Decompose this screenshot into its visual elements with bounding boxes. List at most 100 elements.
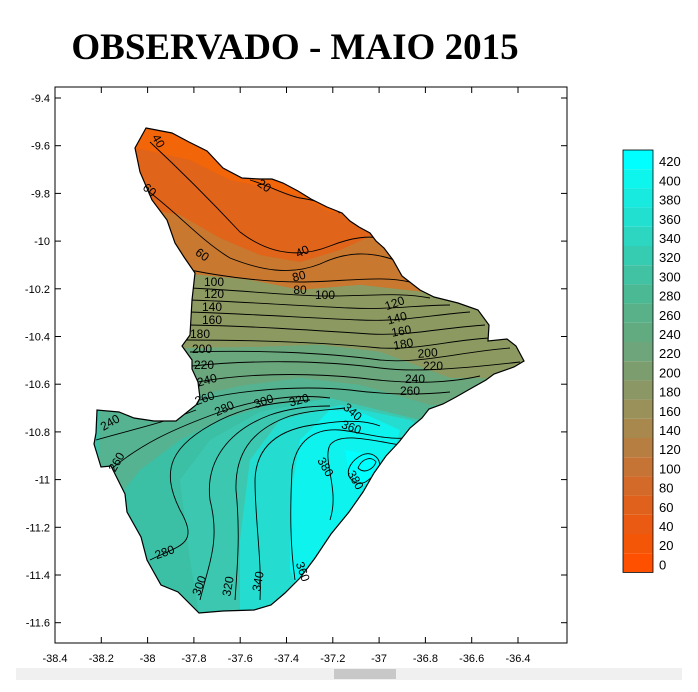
contour-label: 300: [252, 391, 276, 411]
contour-340: [254, 420, 381, 601]
contour-180: [184, 337, 491, 349]
legend-swatch: [623, 418, 653, 438]
y-tick-label: -11: [35, 475, 50, 487]
x-tick-label: -38.2: [89, 653, 114, 665]
y-tick-label: -10.4: [25, 332, 50, 344]
y-tick-label: -10.2: [25, 284, 50, 296]
contour-40: [149, 141, 391, 254]
legend-label: 400: [659, 173, 681, 188]
x-tick-label: -37.8: [181, 653, 206, 665]
contour-label: 100: [204, 275, 224, 289]
rainfall-map: -9.4 -9.6 -9.8 -10 -10.2 -10.4 -10.6 -10.8 -11 -1…: [25, 86, 681, 665]
y-axis-ticks: -9.4 -9.6 -9.8 -10 -10.2 -10.4 -10.6 -10.8 -11 -1…: [25, 93, 567, 630]
horizontal-scrollbar[interactable]: [16, 668, 682, 680]
contour-label: 120: [204, 287, 224, 301]
legend-swatch: [623, 322, 653, 342]
y-tick-label: -11.2: [26, 522, 50, 534]
legend-label: 240: [659, 327, 681, 342]
contour-label: 360: [293, 560, 313, 584]
legend-swatch: [623, 303, 653, 323]
legend-swatch: [623, 342, 653, 362]
legend-label: 20: [659, 538, 673, 553]
legend-swatch: [623, 534, 653, 554]
legend-swatch: [623, 553, 653, 573]
contour-label: 80: [291, 268, 308, 285]
x-tick-label: -36.6: [459, 653, 484, 665]
x-tick-label: -37.6: [228, 653, 253, 665]
contour-240: [197, 374, 481, 383]
legend-label: 260: [659, 308, 681, 323]
y-tick-label: -10.8: [25, 427, 50, 439]
legend-label: 40: [659, 519, 673, 534]
x-tick-label: -38: [140, 653, 156, 665]
legend-label: 320: [659, 250, 681, 265]
contour-label: 80: [293, 283, 307, 297]
y-tick-label: -9.6: [31, 141, 50, 153]
legend-label: 220: [659, 346, 681, 361]
contour-320: [234, 407, 346, 601]
legend-label: 0: [659, 557, 666, 572]
contour-label: 200: [192, 342, 212, 356]
contour-label: 180: [190, 327, 210, 341]
scrollbar-thumb[interactable]: [334, 669, 396, 679]
plot-frame: [54, 86, 568, 644]
contour-400: [357, 458, 377, 472]
legend-label: 340: [659, 231, 681, 246]
contour-lines: [95, 141, 521, 601]
contour-label: 240: [405, 372, 425, 386]
contour-100: [189, 287, 431, 299]
contour-160: [189, 324, 486, 335]
legend-swatch: [623, 169, 653, 189]
contour-label: 320: [219, 575, 236, 597]
legend-swatch: [623, 457, 653, 477]
y-tick-label: -10.6: [25, 379, 50, 391]
map-title: OBSERVADO - MAIO 2015: [71, 27, 519, 68]
legend-label: 420: [659, 154, 681, 169]
contour-280: [149, 399, 311, 561]
x-tick-label: -37: [371, 653, 387, 665]
legend-label: 120: [659, 442, 681, 457]
contour-label: 240: [195, 371, 218, 390]
legend-swatch: [623, 150, 653, 170]
x-tick-label: -36.4: [505, 653, 530, 665]
contour-60: [139, 184, 401, 271]
legend-label: 200: [659, 365, 681, 380]
contour-120: [189, 299, 451, 309]
contour-label: 280: [153, 542, 177, 562]
legend-border: [622, 149, 654, 573]
x-tick-label: -38.4: [42, 653, 67, 665]
contour-260: [199, 387, 451, 401]
y-tick-label: -10: [34, 236, 50, 248]
x-tick-label: -37.4: [274, 653, 299, 665]
legend-label: 160: [659, 404, 681, 419]
legend-label: 300: [659, 269, 681, 284]
legend-swatch: [623, 246, 653, 266]
contour-360: [290, 429, 406, 581]
y-tick-label: -9.8: [31, 188, 50, 200]
contour-label: 160: [390, 322, 412, 339]
legend-label: 280: [659, 289, 681, 304]
contour-80: [189, 269, 411, 283]
legend-label: 80: [659, 481, 673, 496]
contour-140: [189, 311, 471, 321]
contour-label: 140: [385, 309, 408, 328]
legend-swatch: [623, 514, 653, 534]
contour-label: 40: [149, 132, 168, 151]
legend-label: 140: [659, 423, 681, 438]
contour-label: 140: [202, 300, 222, 314]
x-tick-label: -37.2: [320, 653, 345, 665]
legend-label: 360: [659, 212, 681, 227]
y-tick-label: -9.4: [31, 93, 50, 105]
contour-label: 180: [392, 335, 414, 352]
contour-200: [189, 347, 511, 362]
legend-label: 180: [659, 385, 681, 400]
contour-380-east: [347, 453, 380, 484]
legend-label: 100: [659, 461, 681, 476]
contour-label: 200: [417, 345, 438, 361]
contour-label: 320: [287, 391, 310, 410]
legend-label: 60: [659, 500, 673, 515]
contour-label: 220: [423, 359, 443, 373]
contour-label: 120: [383, 293, 407, 313]
legend-swatch: [623, 380, 653, 400]
